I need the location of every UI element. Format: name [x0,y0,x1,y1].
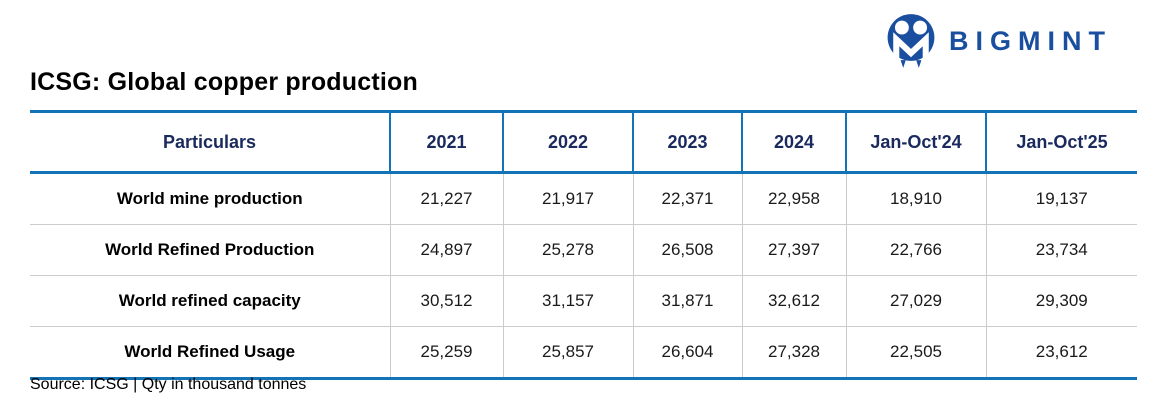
source-note: Source: ICSG | Qty in thousand tonnes [30,376,307,393]
cell-value: 29,309 [985,275,1137,327]
cell-value: 22,958 [741,172,846,225]
table-row: World Refined Production 24,897 25,278 2… [30,224,1137,276]
cell-value: 23,734 [985,224,1137,276]
cell-value: 30,512 [389,275,503,327]
cell-value: 25,278 [502,224,633,276]
row-label-refined-usage: World Refined Usage [30,326,390,380]
cell-value: 22,371 [632,172,742,225]
header-cell-2022: 2022 [502,110,633,174]
table-body: World mine production 21,227 21,917 22,3… [30,172,1137,380]
cell-value: 19,137 [985,172,1137,225]
header-cell-jan-oct-25: Jan-Oct'25 [985,110,1137,174]
cell-value: 18,910 [845,172,986,225]
page-title: ICSG: Global copper production [30,68,418,96]
cell-value: 21,917 [502,172,633,225]
cell-value: 26,508 [632,224,742,276]
row-label-refined-production: World Refined Production [30,224,390,276]
cell-value: 22,505 [845,326,986,380]
cell-value: 21,227 [389,172,503,225]
brand-name: BIGMINT [949,25,1112,56]
cell-value: 31,157 [502,275,633,327]
cell-value: 27,397 [741,224,846,276]
cell-value: 27,029 [845,275,986,327]
cell-value: 25,259 [389,326,503,380]
cell-value: 23,612 [985,326,1137,380]
header-cell-2024: 2024 [741,110,846,174]
table-header: Particulars 2021 2022 2023 2024 Jan-Oct'… [30,110,1137,174]
row-label-refined-capacity: World refined capacity [30,275,390,327]
cell-value: 27,328 [741,326,846,380]
header-cell-2021: 2021 [389,110,503,174]
cell-value: 32,612 [741,275,846,327]
cell-value: 24,897 [389,224,503,276]
cell-value: 31,871 [632,275,742,327]
cell-value: 26,604 [632,326,742,380]
brand-logo: BIGMINT [885,13,1112,69]
table-row: World Refined Usage 25,259 25,857 26,604… [30,326,1137,380]
bigmint-m-icon [885,13,937,69]
header-row: Particulars 2021 2022 2023 2024 Jan-Oct'… [30,110,1137,174]
copper-production-table: Particulars 2021 2022 2023 2024 Jan-Oct'… [30,110,1137,380]
header-cell-particulars: Particulars [30,110,390,174]
row-label-mine-production: World mine production [30,172,390,225]
header-cell-2023: 2023 [632,110,742,174]
cell-value: 22,766 [845,224,986,276]
header-cell-jan-oct-24: Jan-Oct'24 [845,110,986,174]
cell-value: 25,857 [502,326,633,380]
table-row: World refined capacity 30,512 31,157 31,… [30,275,1137,327]
table-row: World mine production 21,227 21,917 22,3… [30,172,1137,225]
